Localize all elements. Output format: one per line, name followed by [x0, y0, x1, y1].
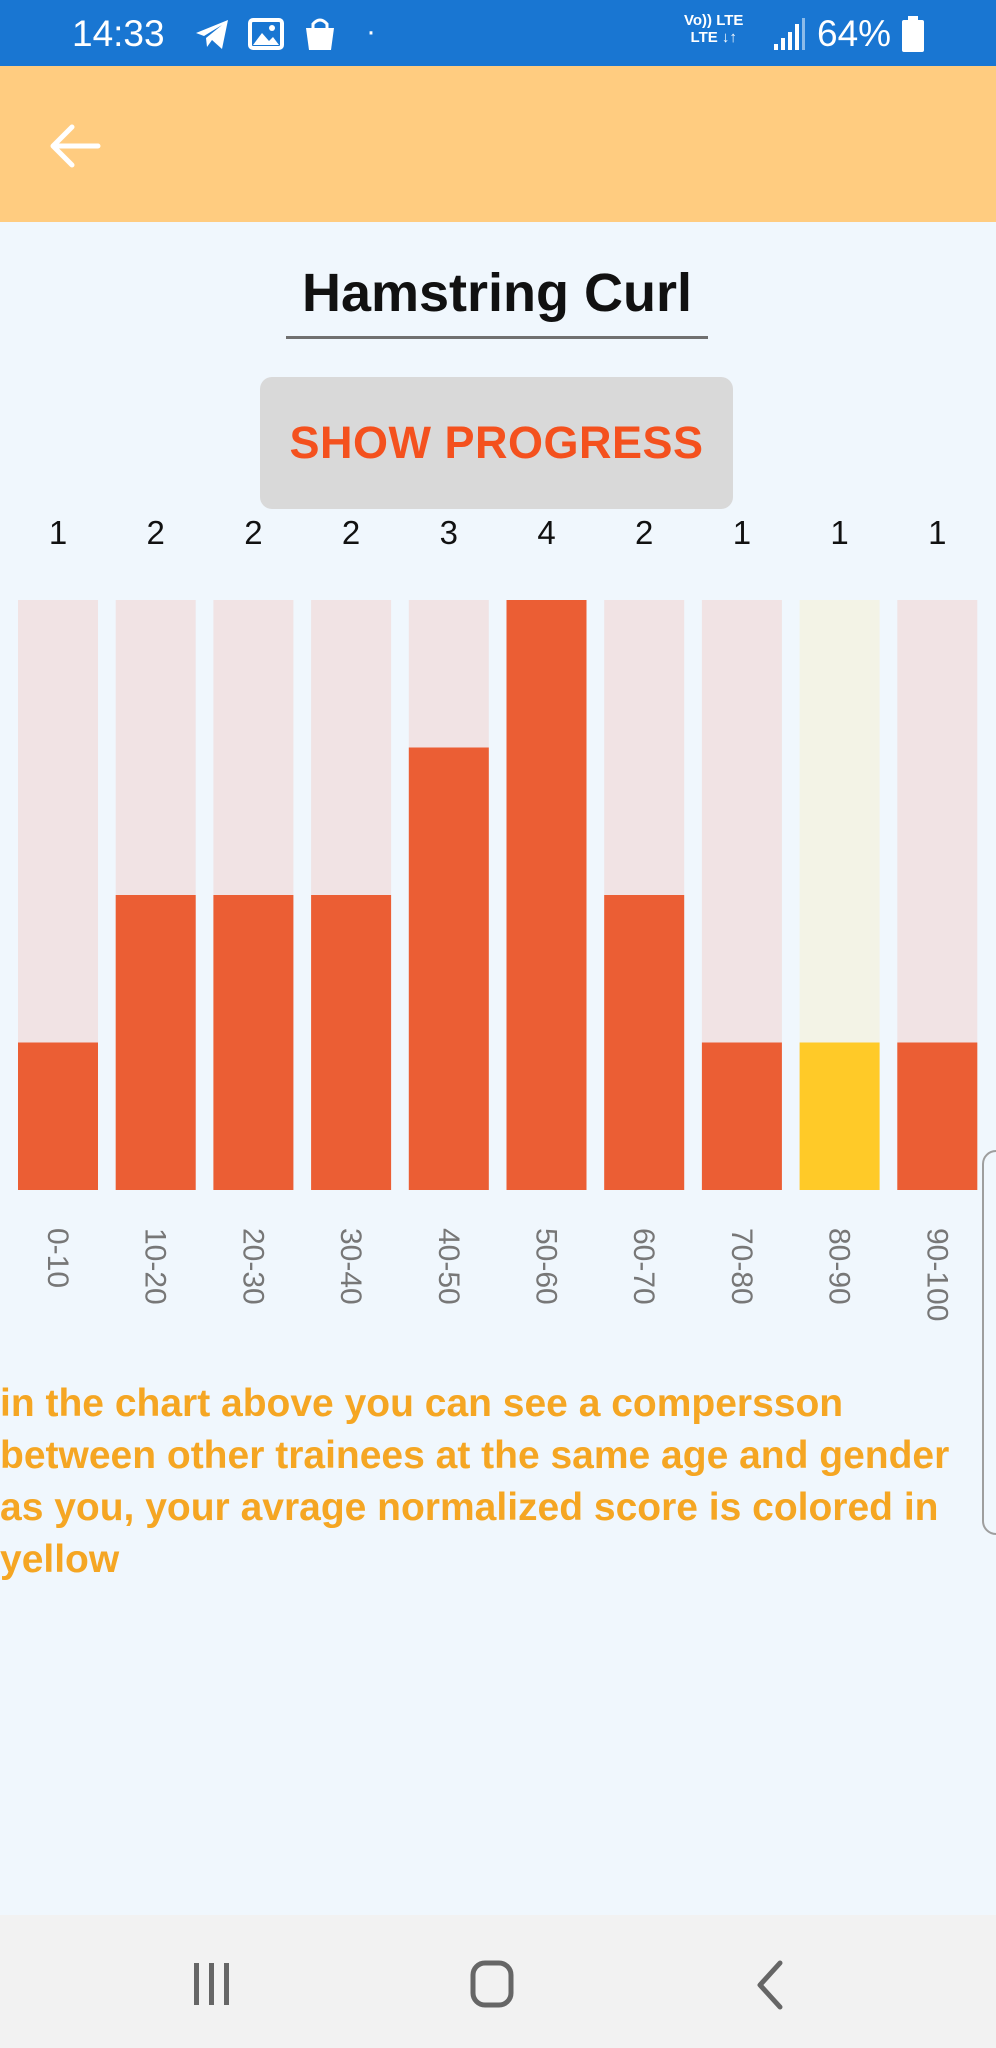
bar-count-label: 1 — [733, 514, 751, 551]
score-distribution-chart: 1 0-10 2 10-20 2 20-30 2 30-40 3 40-50 4 50-60 2 60-7… — [18, 514, 978, 1321]
dot-icon: · — [366, 15, 376, 48]
x-tick-label: 10-20 — [139, 1228, 172, 1305]
status-bar: 14:33 · Vo)) LTE LTE ↓↑ 64% — [0, 0, 996, 66]
bar-count-label: 1 — [830, 514, 848, 551]
x-tick-label: 50-60 — [530, 1228, 563, 1305]
network-indicator: Vo)) LTE LTE ↓↑ — [684, 12, 744, 46]
app-bar — [0, 66, 996, 222]
x-tick-label: 40-50 — [432, 1228, 465, 1305]
battery-icon — [902, 16, 924, 52]
x-tick-label: 80-90 — [823, 1228, 856, 1305]
navigation-bar — [0, 1915, 996, 2048]
bar — [897, 1042, 978, 1190]
bar — [115, 895, 196, 1190]
bar-count-label: 1 — [49, 514, 67, 551]
shopping-bag-icon — [306, 18, 334, 50]
bar-highlighted — [799, 1042, 880, 1190]
gallery-icon — [248, 18, 284, 50]
bar-count-label: 2 — [342, 514, 360, 551]
bar — [213, 895, 294, 1190]
show-progress-button[interactable]: SHOW PROGRESS — [260, 377, 733, 509]
x-tick-label: 30-40 — [334, 1228, 367, 1305]
bar — [408, 747, 489, 1190]
arrow-left-icon[interactable] — [40, 111, 110, 181]
x-tick-label: 60-70 — [627, 1228, 660, 1305]
x-tick-label: 20-30 — [236, 1228, 269, 1305]
bar-count-label: 2 — [244, 514, 262, 551]
bar — [311, 895, 392, 1190]
chart-description: in the chart above you can see a compers… — [0, 1382, 950, 1581]
bar — [604, 895, 685, 1190]
bar — [18, 1042, 98, 1190]
status-time: 14:33 — [72, 13, 165, 54]
signal-icon — [774, 18, 805, 50]
back-icon[interactable] — [732, 1955, 812, 2015]
exercise-title: Hamstring Curl — [286, 255, 708, 339]
x-tick-label: 70-80 — [725, 1228, 758, 1305]
x-tick-label: 90-100 — [920, 1228, 953, 1321]
x-tick-label: 0-10 — [41, 1228, 74, 1288]
bar-count-label: 2 — [635, 514, 653, 551]
telegram-icon — [196, 20, 228, 49]
bar — [506, 600, 587, 1190]
bar-count-label: 1 — [928, 514, 946, 551]
bar — [701, 1042, 782, 1190]
bar-count-label: 3 — [440, 514, 458, 551]
bar-count-label: 2 — [147, 514, 165, 551]
home-icon[interactable] — [452, 1955, 532, 2015]
bar-count-label: 4 — [537, 514, 555, 551]
recent-apps-icon[interactable] — [172, 1955, 252, 2015]
battery-percentage: 64% — [817, 13, 892, 54]
